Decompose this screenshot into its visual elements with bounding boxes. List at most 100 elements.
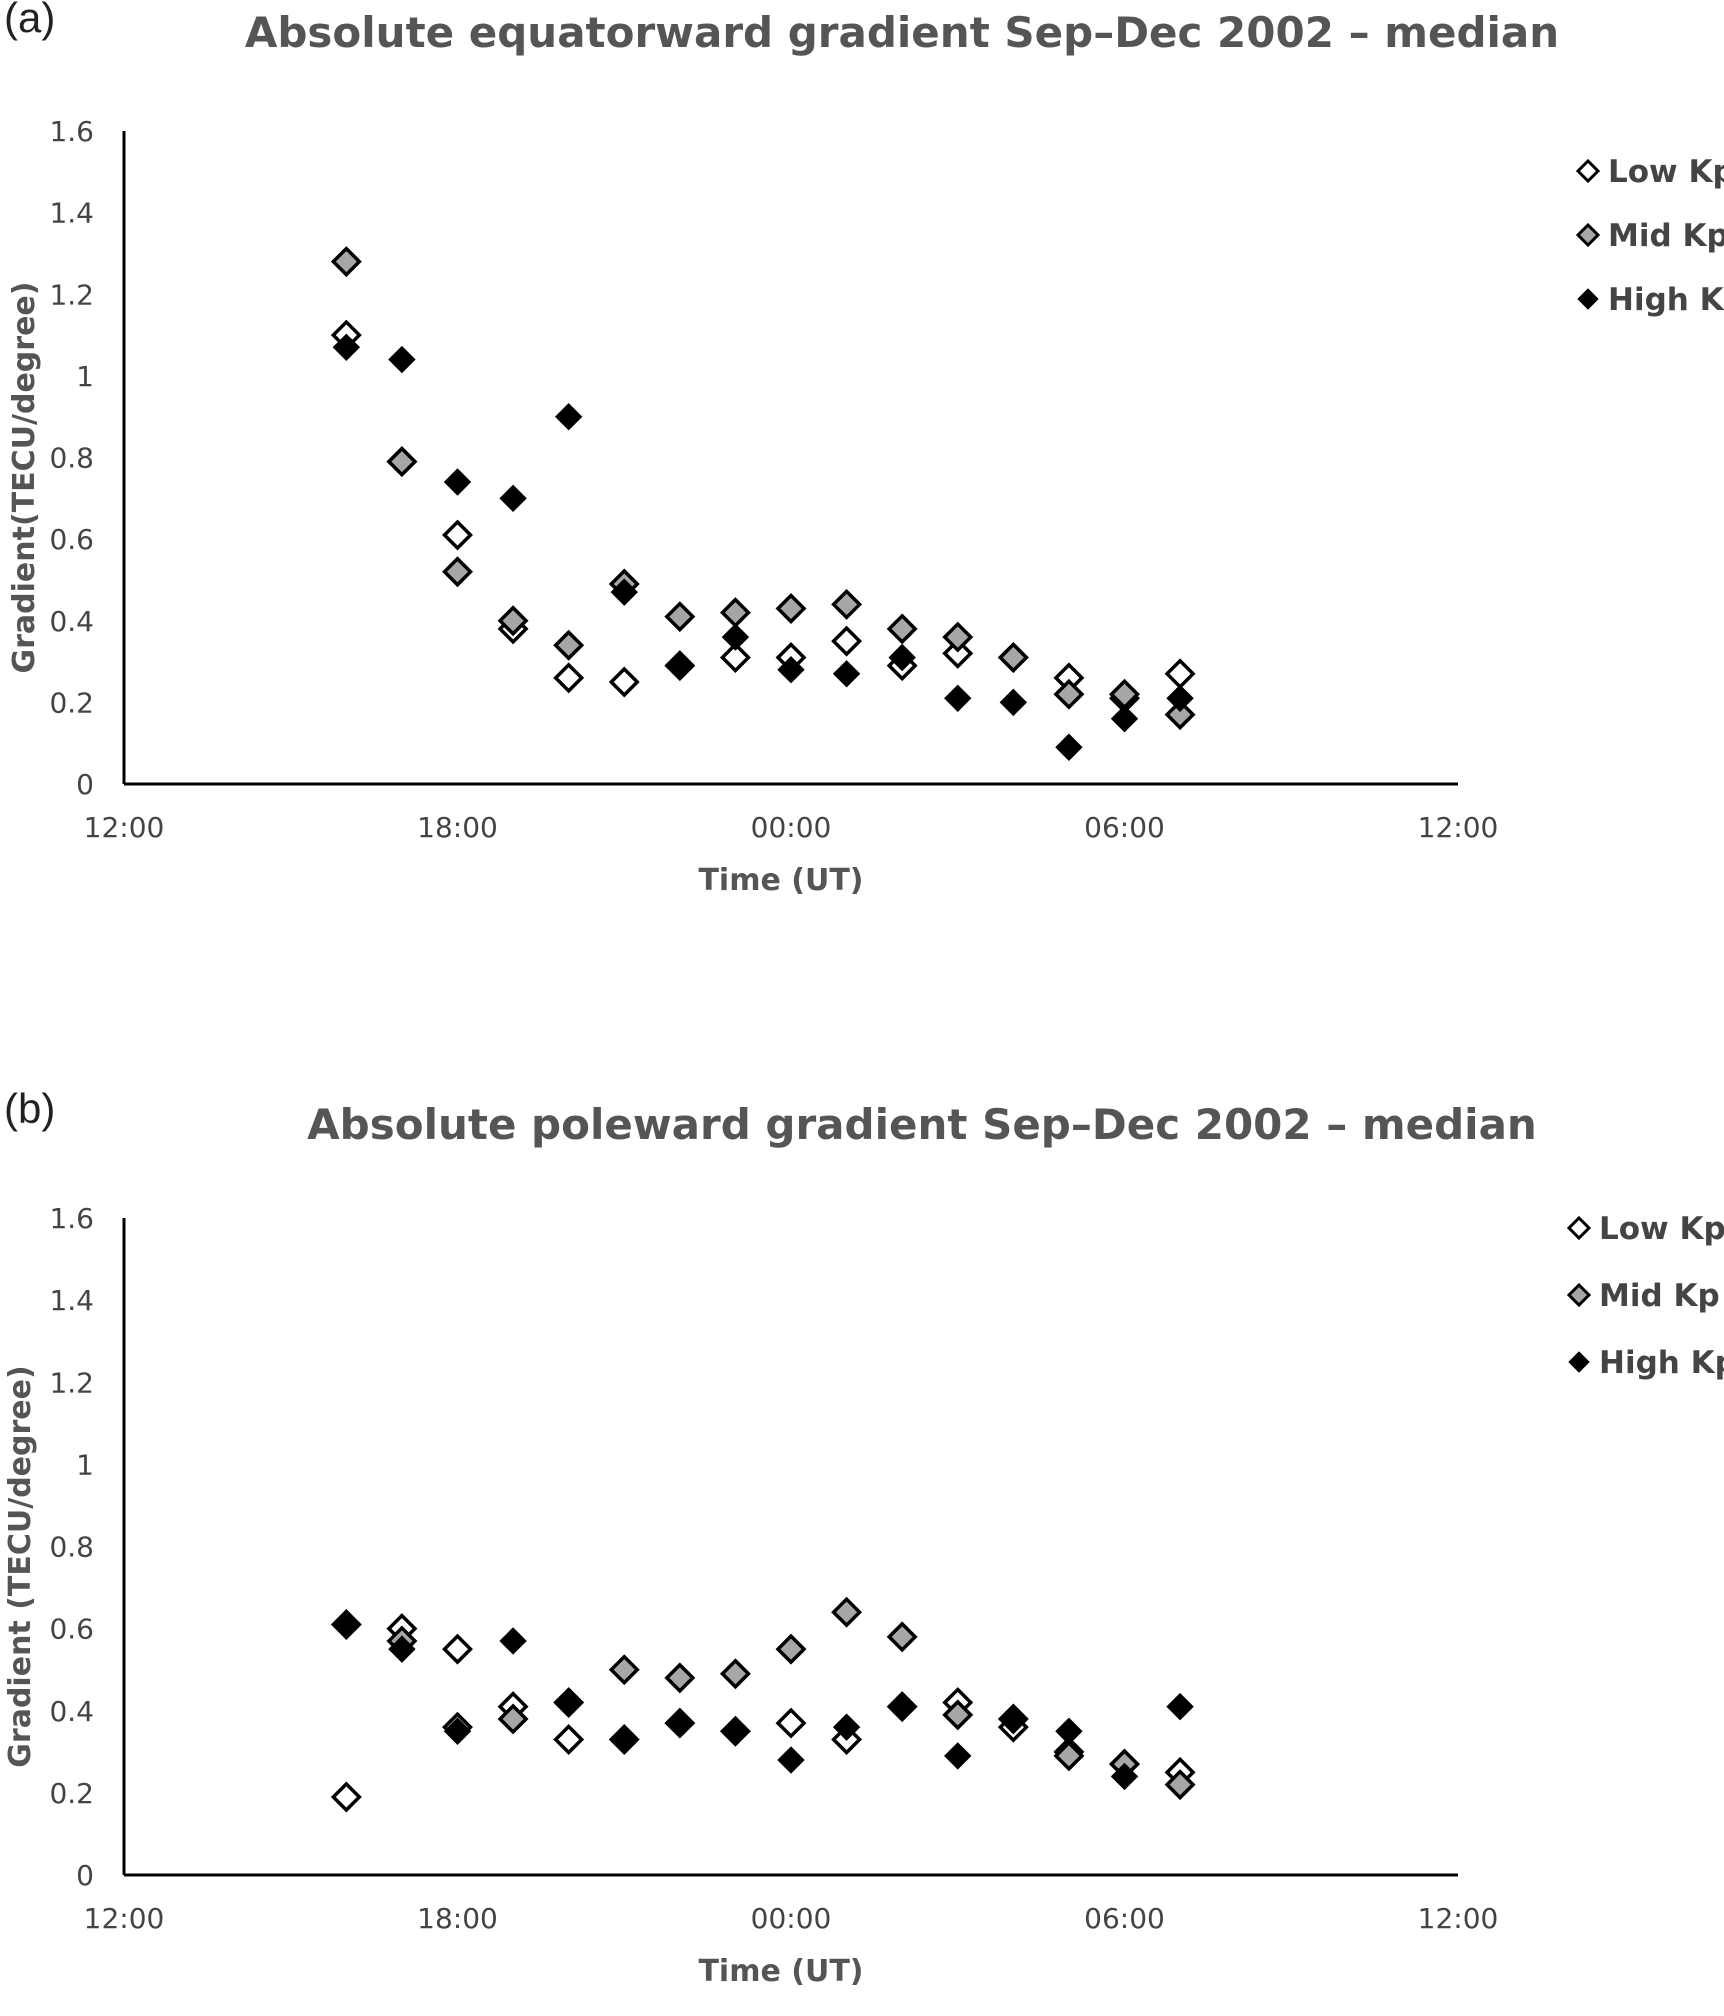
y-tick-label: 0.2 — [49, 686, 94, 719]
legend-marker-icon — [1566, 1215, 1592, 1241]
y-tick-label: 0.4 — [49, 605, 94, 638]
legend-item: Low Kp — [1575, 154, 1724, 190]
x-axis-label: Time (UT) — [698, 863, 863, 898]
data-point — [388, 1635, 416, 1663]
data-point — [442, 519, 473, 551]
x-tick-label: 18:00 — [417, 1902, 498, 1935]
y-tick-label: 0.6 — [49, 1613, 94, 1646]
series-mid-kp — [330, 1596, 1196, 1801]
x-tick-label: 12:00 — [1418, 811, 1499, 844]
legend-marker-icon — [1566, 1282, 1592, 1308]
data-point — [832, 660, 861, 688]
data-point — [719, 597, 751, 629]
data-point — [942, 1699, 974, 1731]
data-point — [1164, 1769, 1196, 1801]
legend-label: Mid Kp — [1599, 1278, 1720, 1314]
data-point — [719, 642, 751, 673]
data-point — [608, 666, 640, 698]
series-mid-kp — [330, 246, 1196, 731]
series-low-kp — [330, 319, 1196, 714]
legend-marker-icon — [1568, 1351, 1590, 1373]
data-point — [775, 593, 807, 624]
y-tick-label: 0 — [76, 1859, 94, 1892]
data-point — [1166, 684, 1194, 713]
data-point — [777, 1746, 805, 1774]
data-point — [442, 1633, 473, 1665]
data-point — [497, 1703, 529, 1735]
data-point — [831, 625, 863, 657]
data-point — [1055, 1717, 1083, 1745]
y-tick-label: 0.8 — [49, 442, 94, 475]
y-tick-label: 0.6 — [49, 523, 94, 556]
data-point — [775, 1633, 807, 1665]
y-tick-label: 0.2 — [49, 1777, 94, 1810]
data-point — [777, 656, 805, 684]
legend-marker-icon — [1577, 288, 1599, 310]
data-point — [553, 1724, 585, 1755]
data-point — [942, 637, 974, 669]
data-point — [942, 621, 974, 653]
data-point — [721, 1717, 750, 1745]
data-point — [944, 684, 972, 713]
x-tick-label: 00:00 — [751, 1902, 832, 1935]
data-point — [666, 651, 694, 680]
legend-marker-icon — [1575, 222, 1601, 248]
legend-label: Low Kp — [1608, 154, 1724, 190]
data-point — [831, 1596, 863, 1628]
legend-item: Mid Kp — [1566, 1278, 1720, 1314]
data-point — [386, 446, 418, 478]
data-point — [1110, 1762, 1139, 1791]
y-tick-label: 0 — [76, 768, 94, 801]
data-point — [831, 588, 863, 620]
x-tick-label: 12:00 — [1418, 1902, 1499, 1935]
data-point — [1164, 658, 1196, 690]
data-point — [554, 1688, 583, 1717]
series-low-kp — [330, 1613, 1196, 1813]
data-point — [1166, 1692, 1194, 1721]
data-point — [1055, 733, 1083, 761]
legend-label: Low Kp — [1599, 1211, 1724, 1247]
y-axis-label: Gradient (TECU/degree) — [3, 1365, 38, 1767]
x-tick-label: 12:00 — [84, 811, 165, 844]
data-point — [332, 333, 361, 362]
data-point — [608, 1654, 640, 1686]
data-point — [664, 1662, 696, 1694]
y-tick-label: 1 — [76, 360, 94, 393]
chart-b: 0 0.2 0.4 0.6 0.8 1 1.2 1.4 1.6 12:00 18:00 00:00 06… — [3, 1202, 1724, 1989]
data-point — [610, 578, 638, 606]
data-point — [999, 1705, 1028, 1733]
legend-item: High Kp — [1577, 282, 1724, 318]
chart-a: 0 0.2 0.4 0.6 0.8 1 1.2 1.4 1.6 12:00 18:00 00:00 06… — [7, 115, 1724, 898]
data-point — [719, 1658, 751, 1690]
data-point — [1053, 1740, 1085, 1772]
y-axis-label: Gradient(TECU/degree) — [7, 282, 42, 674]
panel-label-b: (b) — [4, 1085, 56, 1132]
data-point — [832, 1713, 861, 1741]
data-point — [610, 1725, 638, 1754]
y-tick-label: 1.2 — [49, 278, 94, 311]
data-point — [944, 1742, 972, 1770]
x-tick-label: 18:00 — [417, 811, 498, 844]
y-tick-label: 1.2 — [49, 1366, 94, 1399]
data-point — [886, 613, 918, 645]
y-tick-label: 1 — [76, 1448, 94, 1481]
y-tick-label: 0.4 — [49, 1695, 94, 1728]
x-tick-label: 00:00 — [751, 811, 832, 844]
data-point — [499, 1627, 527, 1655]
data-point — [553, 629, 585, 661]
data-point — [497, 605, 529, 637]
data-point — [553, 662, 585, 694]
chart-title-b: Absolute poleward gradient Sep–Dec 2002 … — [307, 1100, 1537, 1149]
legend-item: Mid Kp — [1575, 218, 1724, 254]
data-point — [1053, 678, 1085, 710]
data-point — [330, 1781, 362, 1813]
data-point — [1110, 704, 1139, 733]
x-tick-label: 06:00 — [1084, 1902, 1165, 1935]
data-point — [997, 642, 1029, 673]
series-high-kp — [332, 1610, 1194, 1791]
data-point — [499, 484, 527, 513]
data-point — [999, 688, 1028, 717]
data-point — [888, 1692, 916, 1721]
data-point — [666, 1709, 694, 1737]
data-point — [888, 643, 916, 672]
